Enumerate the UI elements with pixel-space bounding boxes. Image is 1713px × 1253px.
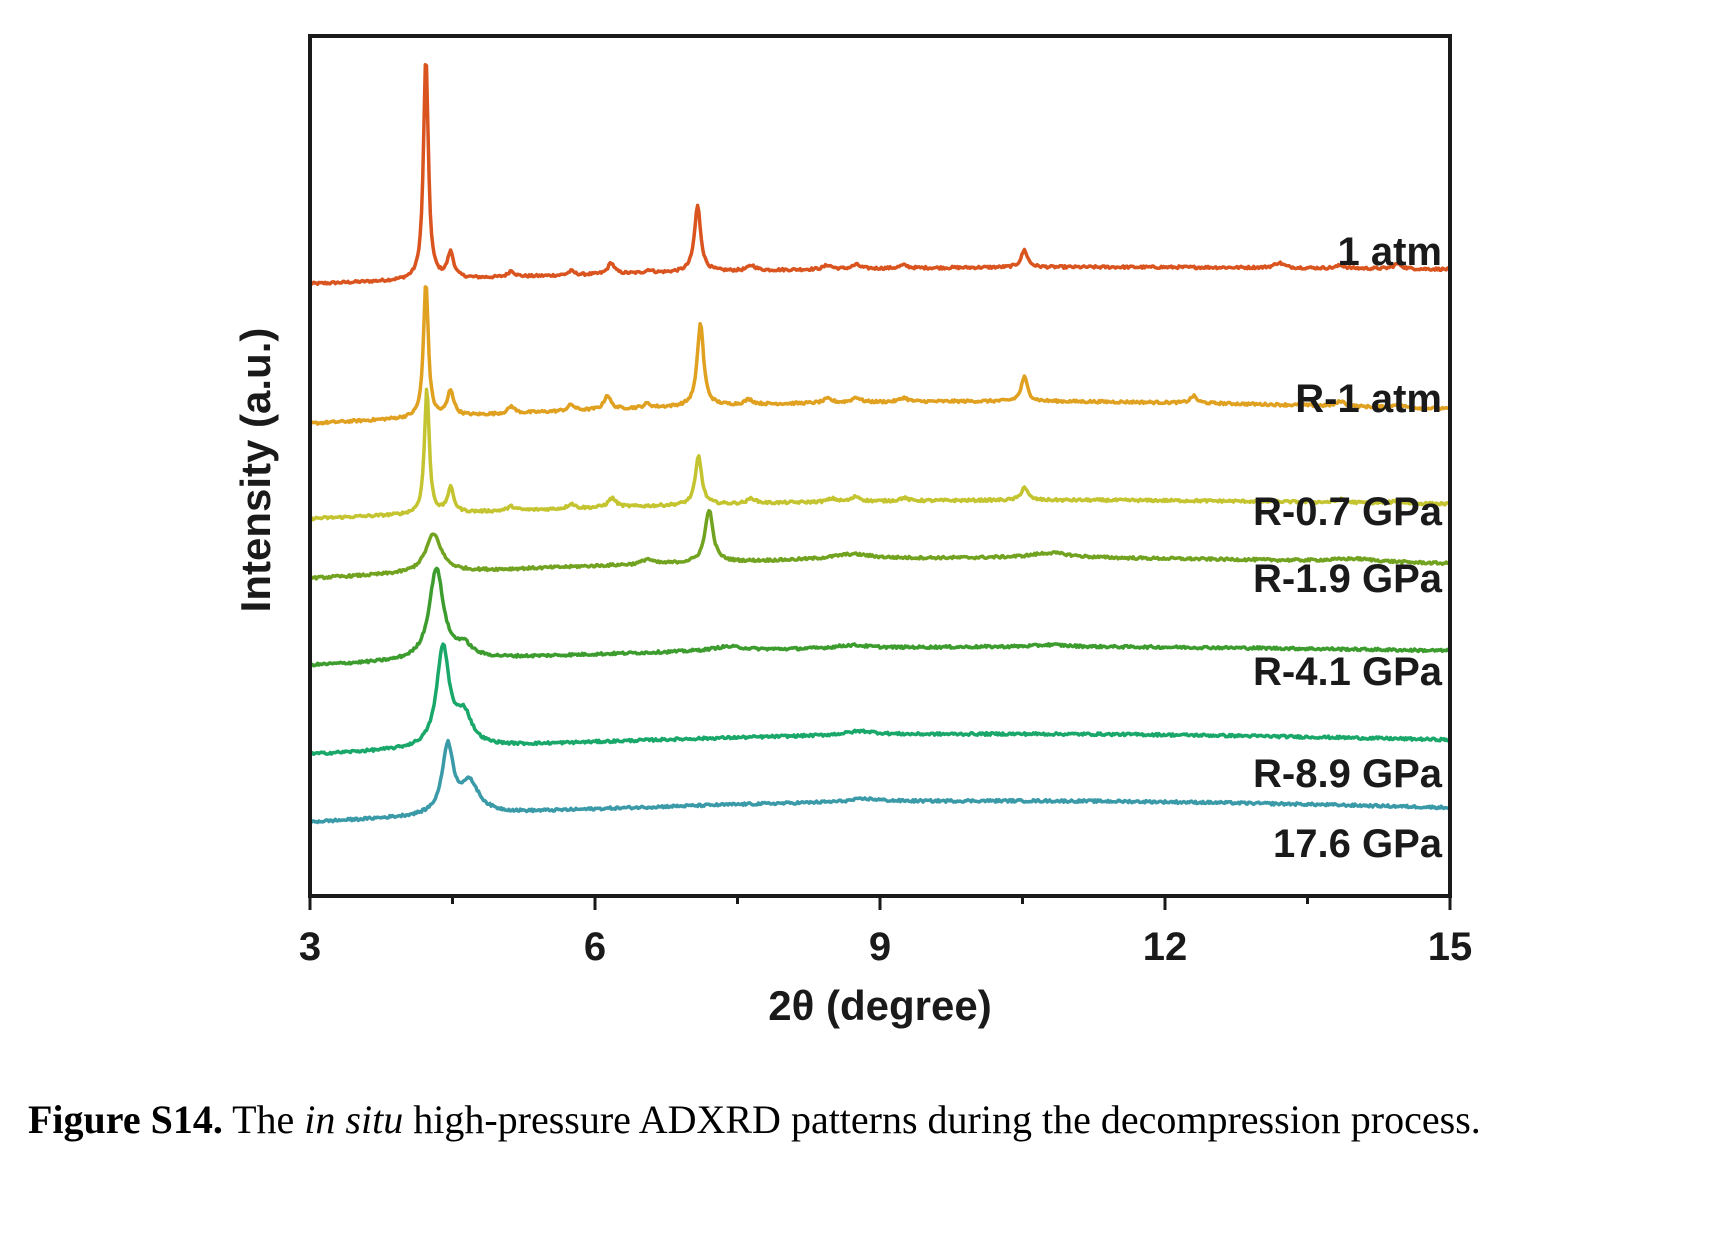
caption-text-2: high-pressure ADXRD patterns during the … [403,1097,1481,1142]
series-label-0: 1 atm [1338,230,1443,274]
series-label-2: R-0.7 GPa [1253,490,1443,534]
x-axis-title: 2θ (degree) [768,982,991,1029]
series-line-2 [309,387,1451,522]
series-line-5 [309,642,1452,756]
series-line-3 [309,508,1451,581]
series-line-4 [309,566,1452,668]
figure-caption: Figure S14. The in situ high-pressure AD… [28,1075,1698,1165]
x-tick-label-3: 12 [1143,925,1188,969]
caption-italic: in situ [304,1097,404,1142]
series-label-3: R-1.9 GPa [1253,557,1443,601]
series-labels: 1 atm R-1 atm R-0.7 GPa R-1.9 GPa R-4.1 GPa R… [1253,230,1443,866]
series-line-0 [309,63,1451,287]
x-tick-label-1: 6 [584,925,606,969]
x-axis-ticks [308,896,1452,910]
xrd-chart: 3 6 9 12 15 1 atm R-1 atm R-0.7 GPa R-1.9 GPa R-… [232,34,1472,1029]
caption-label: Figure S14. [28,1097,223,1142]
caption-text-1: The [222,1097,305,1142]
series-label-1: R-1 atm [1295,377,1442,421]
x-tick-label-4: 15 [1428,925,1473,969]
x-axis-tick-labels: 3 6 9 12 15 [299,925,1472,969]
series-label-5: R-8.9 GPa [1253,752,1443,796]
x-tick-label-0: 3 [299,925,321,969]
series-label-6: 17.6 GPa [1273,822,1443,866]
y-axis-title: Intensity (a.u.) [232,328,279,613]
series-line-1 [309,285,1452,426]
series-group [308,63,1452,825]
series-label-4: R-4.1 GPa [1253,650,1443,694]
series-line-6 [308,738,1452,825]
x-tick-label-2: 9 [869,925,891,969]
